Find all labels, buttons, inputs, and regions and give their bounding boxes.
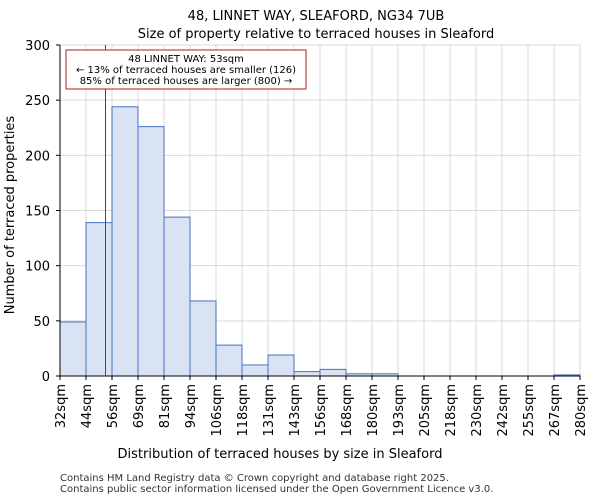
histogram-bar — [241, 364, 269, 377]
histogram-bar — [163, 216, 191, 377]
x-tick-label: 56sqm — [106, 384, 121, 428]
x-tick-label: 131sqm — [262, 384, 277, 437]
x-axis-label: Distribution of terraced houses by size … — [118, 447, 443, 462]
x-tick-label: 44sqm — [80, 384, 95, 428]
y-tick-label: 250 — [25, 94, 50, 109]
x-tick-label: 168sqm — [340, 384, 355, 437]
annotation-line-2: ← 13% of terraced houses are smaller (12… — [76, 65, 296, 76]
property-annotation: 48 LINNET WAY: 53sqm ← 13% of terraced h… — [65, 49, 307, 90]
y-tick-label: 150 — [25, 205, 50, 220]
chart-subtitle: Size of property relative to terraced ho… — [138, 27, 494, 42]
y-axis-label: Number of terraced properties — [3, 116, 18, 315]
histogram-bar — [85, 222, 113, 377]
x-tick-label: 180sqm — [366, 384, 381, 437]
y-tick-label: 50 — [33, 315, 50, 330]
histogram-bar — [215, 344, 243, 377]
x-tick-label: 32sqm — [54, 384, 69, 428]
footer-line-2: Contains public sector information licen… — [60, 484, 494, 495]
histogram-bar — [267, 354, 295, 377]
x-tick-label: 230sqm — [470, 384, 485, 437]
annotation-line-3: 85% of terraced houses are larger (800) … — [80, 76, 293, 87]
annotation-box — [65, 49, 307, 90]
footer-line-1: Contains HM Land Registry data © Crown c… — [60, 473, 449, 484]
histogram-bar — [59, 321, 87, 377]
y-tick-label: 0 — [42, 370, 50, 385]
x-tick-label: 94sqm — [184, 384, 199, 428]
x-tick-label: 143sqm — [288, 384, 303, 437]
x-ticks: 32sqm 44sqm 56sqm 69sqm 81sqm 94sqm 106sqm 118s… — [54, 376, 589, 437]
histogram-bar — [319, 368, 347, 377]
chart-title: 48, LINNET WAY, SLEAFORD, NG34 7UB — [188, 9, 445, 24]
grid-layer — [59, 44, 581, 376]
y-tick-label: 200 — [25, 149, 50, 164]
x-tick-label: 106sqm — [210, 384, 225, 437]
x-tick-label: 81sqm — [158, 384, 173, 428]
x-tick-label: 205sqm — [418, 384, 433, 437]
x-tick-label: 193sqm — [392, 384, 407, 437]
histogram-bar — [111, 106, 139, 377]
x-tick-label: 69sqm — [132, 384, 147, 428]
y-ticks: 0 50 100 150 200 250 300 — [25, 39, 60, 385]
x-tick-label: 267sqm — [548, 384, 563, 437]
x-tick-label: 218sqm — [444, 384, 459, 437]
histogram-bar — [137, 126, 165, 377]
bars-layer — [59, 106, 581, 377]
x-tick-label: 280sqm — [574, 384, 589, 437]
y-tick-label: 100 — [25, 260, 50, 275]
x-tick-label: 242sqm — [496, 384, 511, 437]
histogram-bar — [189, 300, 217, 377]
x-tick-label: 156sqm — [314, 384, 329, 437]
annotation-line-1: 48 LINNET WAY: 53sqm — [128, 54, 244, 65]
y-tick-label: 300 — [25, 39, 50, 54]
x-tick-label: 118sqm — [236, 384, 251, 437]
x-tick-label: 255sqm — [522, 384, 537, 437]
histogram-bar — [293, 371, 321, 377]
